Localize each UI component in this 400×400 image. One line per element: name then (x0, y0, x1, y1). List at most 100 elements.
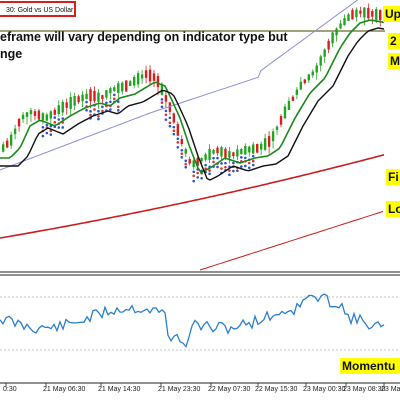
indicator-dot (45, 131, 49, 135)
annotation-line-1: eframe will vary depending on indicator … (0, 30, 288, 44)
candle-body (9, 134, 13, 146)
indicator-dot (224, 161, 227, 165)
indicator-dot (247, 166, 251, 170)
candle-body (259, 143, 263, 150)
indicator-dot (184, 165, 188, 169)
candle-body (81, 94, 84, 102)
indicator-dot (240, 156, 243, 159)
candle-body (224, 148, 227, 158)
time-tick-label: 21 May 14:30 (98, 386, 141, 393)
indicator-dot (61, 117, 65, 120)
indicator-dot (116, 109, 120, 112)
label-two: 2 (388, 33, 400, 49)
indicator-dot (53, 121, 57, 124)
candle-body (17, 118, 21, 127)
candle-body (311, 71, 314, 76)
indicator-dot (101, 109, 104, 113)
candlestick-series (2, 3, 382, 170)
candle-body (200, 158, 203, 162)
indicator-dot (89, 113, 92, 117)
candle-body (271, 131, 275, 142)
indicator-dot (216, 165, 219, 169)
candle-body (164, 95, 168, 102)
candle-body (132, 77, 136, 86)
label-lo: Lo (386, 201, 400, 217)
indicator-dot (192, 174, 195, 178)
indicator-dot (220, 167, 223, 170)
indicator-dot (57, 118, 61, 121)
candle-body (41, 113, 45, 121)
annotation-line-2: nge (0, 47, 23, 61)
indicator-dot (113, 93, 116, 97)
candle-body (275, 126, 279, 130)
indicator-dot (113, 97, 116, 101)
candle-body (65, 102, 68, 108)
indicator-dot (168, 121, 172, 125)
candle-body (267, 136, 271, 147)
indicator-dot (184, 162, 188, 166)
candle-body (13, 128, 17, 135)
candle-body (188, 159, 191, 164)
indicator-dot (41, 125, 45, 129)
candle-body (303, 79, 307, 84)
candle-body (29, 110, 33, 115)
indicator-dot (228, 169, 231, 172)
candle-body (73, 95, 76, 106)
candle-body (93, 90, 96, 102)
candle-body (212, 149, 215, 154)
candle-body (331, 32, 334, 44)
indicator-dot (85, 100, 88, 104)
time-tick-label: 21 May 23:30 (158, 386, 201, 393)
candle-body (335, 28, 338, 36)
time-tick-label: 23 May 08:30 (343, 386, 386, 393)
indicator-dot (208, 172, 211, 176)
slow-moving-average-line (0, 0, 359, 171)
indicator-dot (164, 118, 168, 121)
indicator-dot (196, 171, 199, 175)
indicator-dot (85, 108, 88, 112)
candle-body (287, 100, 291, 110)
indicator-dot (61, 126, 65, 129)
indicator-dot (172, 129, 176, 133)
candle-body (180, 138, 183, 145)
indicator-dot (57, 126, 61, 129)
time-tick-label: 22 May 15:30 (255, 386, 298, 393)
indicator-dot (168, 116, 172, 120)
indicator-dot (251, 159, 255, 163)
candle-body (61, 101, 64, 113)
indicator-dot (49, 133, 53, 136)
candle-body (283, 106, 287, 119)
indicator-dot (109, 100, 112, 104)
candle-body (113, 87, 116, 92)
indicator-dot (168, 124, 172, 128)
indicator-dot (49, 124, 53, 128)
candle-body (351, 9, 354, 20)
candle-body (339, 23, 342, 29)
indicator-dot (251, 154, 255, 158)
time-tick-label: 0:30 (3, 386, 17, 393)
candle-body (371, 10, 374, 17)
candle-body (45, 114, 49, 121)
candle-body (77, 96, 80, 103)
candle-body (148, 69, 152, 82)
indicator-dot (192, 179, 195, 183)
indicator-dot (212, 160, 215, 164)
indicator-dot (200, 176, 203, 180)
candle-body (244, 146, 247, 155)
indicator-dot (176, 141, 180, 144)
indicator-dots (41, 93, 255, 183)
candle-body (232, 152, 235, 157)
candle-body (140, 74, 144, 79)
momentum-indicator-line (0, 293, 385, 349)
fast-moving-average-line (0, 19, 385, 174)
indicator-dot (49, 129, 53, 133)
candle-body (156, 75, 160, 88)
candle-body (85, 93, 88, 100)
indicator-dot (105, 101, 108, 105)
indicator-dot (172, 132, 176, 136)
candle-body (168, 102, 172, 112)
candle-body (375, 9, 378, 20)
indicator-dot (180, 155, 184, 159)
candle-body (323, 49, 326, 57)
indicator-dot (97, 115, 100, 118)
